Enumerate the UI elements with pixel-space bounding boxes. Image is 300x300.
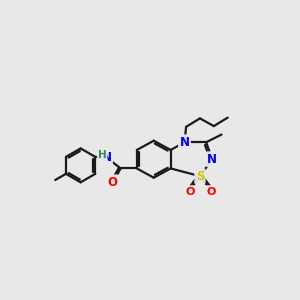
Text: N: N: [102, 151, 112, 164]
Text: N: N: [179, 136, 190, 149]
Text: H: H: [98, 150, 106, 160]
Text: N: N: [207, 153, 217, 166]
Text: O: O: [206, 187, 215, 196]
Text: S: S: [196, 169, 204, 183]
Text: O: O: [107, 176, 117, 189]
Text: O: O: [185, 187, 195, 196]
